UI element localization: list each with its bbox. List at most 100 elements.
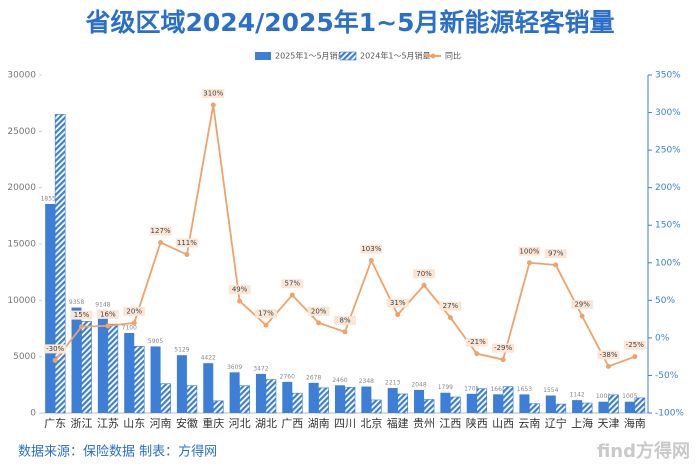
bar <box>265 379 277 414</box>
bar <box>572 400 583 413</box>
line-value-label: 310% <box>203 90 223 98</box>
bar-value-label: 1705 <box>464 385 479 392</box>
y2-tick-label: 300% <box>655 108 681 118</box>
y2-tick-label: 200% <box>655 183 681 193</box>
line-value-label: -29% <box>494 344 512 352</box>
bar <box>97 309 108 413</box>
bar-value-label: 7100 <box>122 325 137 332</box>
legend-label: 同比 <box>445 51 461 61</box>
line-value-label: 97% <box>548 250 564 258</box>
bar <box>212 400 224 414</box>
line-value-label: 29% <box>574 301 590 309</box>
bar <box>545 395 556 413</box>
x-tick-label: 湖北 <box>255 417 277 430</box>
bar-value-label: 2760 <box>280 373 295 380</box>
y-tick-label: 30000 <box>7 71 36 81</box>
y2-tick-label: -50% <box>655 371 679 381</box>
bar-value-label: 9358 <box>69 299 84 306</box>
line-value-label: 111% <box>177 239 197 247</box>
y2-tick-label: 0% <box>655 333 670 343</box>
label-box <box>123 306 146 316</box>
bar-value-label: 18551 <box>41 195 60 202</box>
bar <box>255 373 266 413</box>
bar <box>229 372 240 413</box>
bar-value-label: 3472 <box>253 365 268 372</box>
bar-value-label: 5129 <box>174 347 189 354</box>
bar <box>414 389 425 413</box>
y-tick-label: 20000 <box>7 183 36 193</box>
x-tick-label: 海南 <box>624 416 646 430</box>
legend-swatch <box>255 52 271 60</box>
bar <box>124 333 135 413</box>
line-marker <box>474 351 480 357</box>
y-tick-label: 0 <box>30 409 36 419</box>
bar <box>440 392 451 413</box>
x-tick-label: 山东 <box>123 417 145 430</box>
bar <box>318 387 329 414</box>
y-tick-label: 5000 <box>13 352 36 362</box>
line-value-label: 103% <box>361 245 381 253</box>
bar-value-label: 1653 <box>517 386 532 393</box>
bar <box>466 393 477 413</box>
bar <box>608 394 619 414</box>
line-value-label: 100% <box>519 247 539 255</box>
label-box <box>202 89 225 99</box>
bar <box>361 386 372 413</box>
line-marker <box>447 315 453 321</box>
bar <box>334 385 345 413</box>
y2-tick-label: 100% <box>655 258 681 268</box>
watermark: find方得网 <box>597 440 690 462</box>
x-tick-label: 云南 <box>518 417 540 430</box>
label-box <box>439 301 462 311</box>
x-tick-label: 湖南 <box>308 417 330 430</box>
label-box <box>254 309 277 319</box>
bar-value-label: 2678 <box>306 374 321 381</box>
bar-value-label: 2048 <box>411 381 426 388</box>
y2-tick-label: 150% <box>655 221 681 231</box>
x-tick-label: 广东 <box>44 417 66 430</box>
x-tick-label: 山西 <box>492 417 514 430</box>
bar <box>634 397 646 414</box>
line-marker <box>553 262 559 268</box>
bar-value-label: 9148 <box>95 301 110 308</box>
line-marker <box>368 258 374 264</box>
x-tick-label: 福建 <box>387 416 409 430</box>
y2-tick-label: -100% <box>655 409 684 419</box>
line-marker <box>316 320 322 326</box>
bar <box>519 394 530 413</box>
line-value-label: 31% <box>390 299 406 307</box>
x-tick-label: 江西 <box>439 417 461 430</box>
bar-value-label: 1554 <box>543 387 558 394</box>
line-value-label: 16% <box>100 310 116 318</box>
bar-value-label: 1142 <box>569 392 584 399</box>
y2-tick-label: 350% <box>655 71 681 81</box>
label-box <box>228 285 251 295</box>
x-tick-label: 四川 <box>334 417 356 430</box>
bar <box>160 383 171 414</box>
line-marker <box>158 239 164 245</box>
bar <box>423 399 435 414</box>
bar-value-label: 2348 <box>359 378 374 385</box>
label-box <box>360 244 383 254</box>
bar <box>450 396 461 414</box>
y-tick-label: 25000 <box>7 127 36 137</box>
y2-tick-label: 250% <box>655 146 681 156</box>
line-marker <box>105 323 111 329</box>
line-marker <box>342 329 348 335</box>
bar <box>150 346 161 413</box>
bar <box>54 114 66 414</box>
label-box <box>465 337 488 347</box>
bar-value-label: 3609 <box>227 364 242 371</box>
label-box <box>334 315 356 325</box>
bar-value-label: 2460 <box>332 377 347 384</box>
bar <box>308 382 319 413</box>
bar <box>133 346 145 414</box>
bar <box>555 403 567 414</box>
x-tick-label: 贵州 <box>413 417 435 430</box>
label-box <box>175 238 198 248</box>
x-tick-label: 陕西 <box>466 416 488 430</box>
line-marker <box>237 298 243 304</box>
x-tick-label: 北京 <box>360 416 382 430</box>
x-tick-label: 上海 <box>571 416 593 430</box>
